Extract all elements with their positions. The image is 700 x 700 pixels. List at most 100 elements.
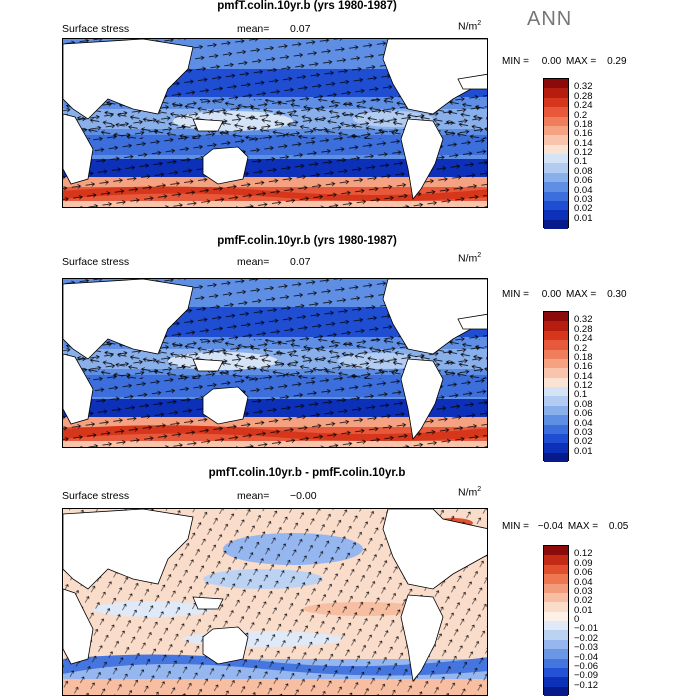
colorbar-tick-label: 0.06 xyxy=(574,567,593,579)
colorbar-segment xyxy=(544,377,568,387)
colorbar-tick-label: 0.2 xyxy=(574,342,588,354)
colorbar-tick-label: 0.08 xyxy=(574,398,593,410)
colorbar-segment xyxy=(544,200,568,211)
colorbar-tick-label: −0.04 xyxy=(574,651,599,663)
colorbar-tick-label: 0.09 xyxy=(574,557,593,569)
panel-2-mean-label: mean= xyxy=(237,256,270,268)
colorbar-segment xyxy=(544,667,568,678)
colorbar-tick-label: 0 xyxy=(574,614,580,625)
colorbar-segment xyxy=(544,330,568,341)
panel-2-max-label: MAX = xyxy=(565,289,597,300)
colorbar-tick-label: 0.28 xyxy=(574,90,593,102)
panel-3-colorbar xyxy=(543,545,569,696)
panel-3-max-label: MAX = xyxy=(567,521,599,532)
colorbar-tick-label: 0.12 xyxy=(574,548,593,560)
colorbar-tick-label: 0.24 xyxy=(574,333,593,345)
colorbar-tick-label: −0.03 xyxy=(574,642,599,654)
panel-3-units: N/m2 xyxy=(458,486,482,499)
panel-3-title: pmfT.colin.10yr.b - pmfF.colin.10yr.b xyxy=(208,467,406,479)
colorbar-tick-label: −0.01 xyxy=(574,623,599,635)
colorbar-tick-label: 0.03 xyxy=(574,193,593,205)
colorbar-segment xyxy=(544,583,568,593)
colorbar-segment xyxy=(544,97,568,108)
colorbar-tick-label: 0.04 xyxy=(574,576,593,588)
colorbar-segment xyxy=(544,415,568,425)
panel-1-min-label: MIN = xyxy=(502,56,529,67)
panel-3-min-max: MIN = −0.04 MAX = 0.05 xyxy=(502,521,628,532)
panel-1-max-value: 0.29 xyxy=(607,56,627,67)
colorbar-tick-label: 0.1 xyxy=(574,156,588,168)
panel-1-map xyxy=(62,38,488,208)
colorbar-segment xyxy=(544,79,568,89)
panel-2-max-value: 0.30 xyxy=(607,289,627,300)
panel-1-variable: Surface stress xyxy=(62,23,130,35)
colorbar-segment xyxy=(544,321,568,331)
colorbar-tick-label: 0.06 xyxy=(574,408,593,420)
colorbar-segment xyxy=(544,191,568,201)
colorbar-segment xyxy=(544,555,568,565)
panel-1-min-value: 0.00 xyxy=(541,56,562,67)
colorbar-segment xyxy=(544,116,568,126)
colorbar-segment xyxy=(544,649,568,659)
colorbar-tick-label: 0.2 xyxy=(574,109,588,121)
panel-2-variable: Surface stress xyxy=(62,256,130,268)
colorbar-segment xyxy=(544,658,568,668)
colorbar-tick-label: 0.06 xyxy=(574,175,593,187)
colorbar-tick-label: −0.06 xyxy=(574,660,599,672)
panel-2-mean-value: 0.07 xyxy=(290,256,311,268)
colorbar-segment xyxy=(544,358,568,369)
colorbar-tick-label: 0.18 xyxy=(574,118,593,130)
colorbar-segment xyxy=(544,144,568,154)
colorbar-tick-label: 0.16 xyxy=(574,361,593,373)
colorbar-tick-label: 0.14 xyxy=(574,370,593,382)
colorbar-tick-label: 0.01 xyxy=(574,604,593,616)
panel-1-map-svg xyxy=(63,39,487,207)
panel-2-colorbar xyxy=(543,311,569,462)
panel-1-min-max: MIN = 0.00 MAX = 0.29 xyxy=(502,56,627,67)
panel-2-title: pmfF.colin.10yr.b (yrs 1980-1987) xyxy=(217,235,397,247)
panel-3-max-value: 0.05 xyxy=(608,521,629,532)
panel-3-mean-value: −0.00 xyxy=(290,490,317,502)
colorbar-segment xyxy=(544,88,568,98)
panel-2-map xyxy=(62,278,488,448)
colorbar-tick-label: 0.03 xyxy=(574,585,593,597)
colorbar-segment xyxy=(544,592,568,603)
colorbar-tick-label: 0.14 xyxy=(574,137,593,149)
colorbar-segment xyxy=(544,340,568,350)
colorbar-tick-label: −0.12 xyxy=(574,679,599,691)
colorbar-tick-label: 0.04 xyxy=(574,184,593,196)
colorbar-tick-label: 0.16 xyxy=(574,128,593,140)
colorbar-segment xyxy=(544,443,568,453)
panel-3-map xyxy=(62,508,488,696)
colorbar-tick-label: 0.08 xyxy=(574,165,593,177)
colorbar-tick-label: 0.03 xyxy=(574,426,593,438)
colorbar-tick-label: 0.02 xyxy=(574,595,593,607)
colorbar-segment xyxy=(544,546,568,556)
colorbar-segment xyxy=(544,135,568,145)
colorbar-segment xyxy=(544,163,568,173)
colorbar-tick-label: 0.1 xyxy=(574,389,588,401)
colorbar-segment xyxy=(544,349,568,359)
colorbar-segment xyxy=(544,639,568,650)
panel-2-min-max: MIN = 0.00 MAX = 0.30 xyxy=(502,289,627,300)
colorbar-tick-label: 0.32 xyxy=(574,81,593,93)
panel-1-mean-label: mean= xyxy=(237,23,270,35)
colorbar-segment xyxy=(544,611,568,621)
panel-2-units: N/m2 xyxy=(458,252,482,265)
colorbar-segment xyxy=(544,368,568,378)
colorbar-segment xyxy=(544,154,568,164)
colorbar-segment xyxy=(544,602,568,612)
panel-3-min-label: MIN = xyxy=(502,521,529,532)
colorbar-segment xyxy=(544,433,568,444)
colorbar-tick-label: 0.01 xyxy=(574,445,593,457)
panel-2-map-svg xyxy=(63,279,487,447)
panel-2-min-value: 0.00 xyxy=(541,289,562,300)
colorbar-segment xyxy=(544,312,568,322)
colorbar-segment xyxy=(544,574,568,584)
colorbar-tick-label: −0.02 xyxy=(574,632,599,644)
panel-3-map-svg xyxy=(63,509,487,695)
colorbar-segment xyxy=(544,182,568,192)
panel-3-variable: Surface stress xyxy=(62,490,130,502)
colorbar-segment xyxy=(544,387,568,397)
colorbar-segment xyxy=(544,125,568,136)
